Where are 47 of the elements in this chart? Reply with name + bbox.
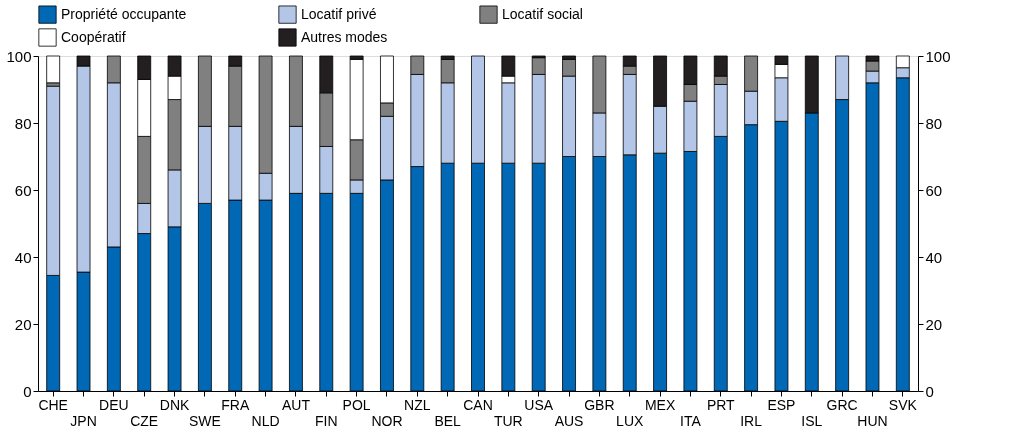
x-tick-label: JPN [70,412,97,429]
x-tick-label: BEL [434,412,462,429]
y2-tick-label: 0 [925,382,934,400]
y2-tick-label: 60 [925,181,943,199]
x-tick-label: FIN [314,412,338,429]
x-tick-label: SWE [188,412,221,429]
legend-label: Locatif social [502,5,583,22]
y-tick-label: 60 [14,181,32,199]
legend-label: Coopératif [61,28,126,45]
y-tick-label: 20 [14,315,32,333]
y2-tick-label: 100 [925,47,951,65]
x-tick-label: HUN [857,412,888,429]
x-tick-label: NLD [251,412,280,429]
x-tick-label: CZE [130,412,159,429]
x-tick-label: TUR [493,412,523,429]
x-tick-label: POL [342,396,371,413]
x-tick-label: LUX [616,412,644,429]
x-tick-label: USA [524,396,554,413]
x-tick-label: DEU [99,396,129,413]
x-tick-label: CHE [38,396,68,413]
x-tick-label: AUT [281,396,311,413]
x-tick-label: CAN [463,396,493,413]
y-tick-label: 100 [6,47,32,65]
y2-tick-label: 80 [925,114,943,132]
x-tick-label: IRL [740,412,763,429]
x-tick-label: GRC [826,396,858,413]
x-tick-label: ESP [767,396,796,413]
legend-label: Locatif privé [301,5,377,22]
y2-tick-label: 20 [925,315,943,333]
legend-label: Propriété occupante [61,5,187,22]
x-tick-label: FRA [221,396,250,413]
legend-label: Autres modes [301,28,388,45]
x-tick-label: AUS [554,412,584,429]
bar [46,55,61,84]
y-tick-label: 40 [14,248,32,266]
x-tick-label: ISL [801,412,823,429]
x-tick-label: NOR [371,412,403,429]
x-tick-label: ITA [680,412,702,429]
x-tick-label: DNK [159,396,190,413]
x-tick-label: GBR [584,396,615,413]
y-tick-label: 80 [14,114,32,132]
y-tick-label: 0 [23,382,32,400]
x-tick-label: SVK [888,396,918,413]
x-tick-label: PRT [706,396,736,413]
x-tick-label: NZL [404,396,431,413]
y2-tick-label: 40 [925,248,943,266]
x-tick-label: MEX [644,396,676,413]
